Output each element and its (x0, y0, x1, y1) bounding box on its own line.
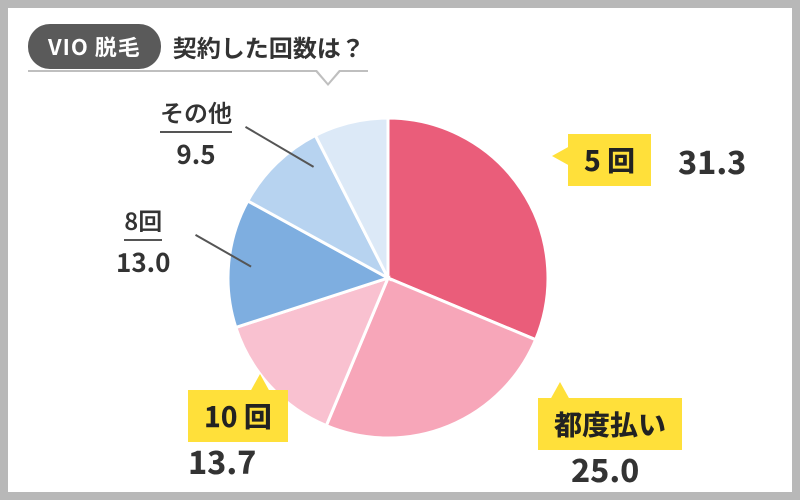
chart-frame: VIO 脱毛 契約した回数は？ 5 回 31.3 都度払い 25.0 10 回 … (0, 0, 800, 500)
slice-label-other-text: その他 (160, 94, 232, 133)
slice-value-tsudo: 25.0 (571, 446, 639, 492)
slice-tag-10: 10 回 (188, 390, 288, 442)
category-badge: VIO 脱毛 (28, 24, 161, 69)
header-rule (28, 70, 368, 72)
pointer-triangle (314, 70, 342, 86)
slice-label-other: その他 9.5 (160, 94, 232, 172)
slice-tag-10-label: 10 回 (204, 396, 272, 436)
slice-label-8-value: 13.0 (116, 243, 170, 280)
header: VIO 脱毛 契約した回数は？ (8, 8, 792, 69)
slice-tag-tsudo: 都度払い (538, 398, 682, 450)
slice-value-10: 13.7 (188, 438, 256, 484)
slice-label-other-value: 9.5 (160, 135, 232, 172)
slice-value-5: 31.3 (678, 138, 746, 184)
chart-title: 契約した回数は？ (173, 29, 365, 64)
slice-tag-5-label: 5 回 (584, 140, 635, 180)
slice-tag-tsudo-label: 都度払い (554, 404, 666, 444)
slice-tag-5: 5 回 (568, 134, 651, 186)
slice-label-8-text: 8回 (124, 202, 162, 241)
slice-label-8: 8回 13.0 (116, 202, 170, 280)
